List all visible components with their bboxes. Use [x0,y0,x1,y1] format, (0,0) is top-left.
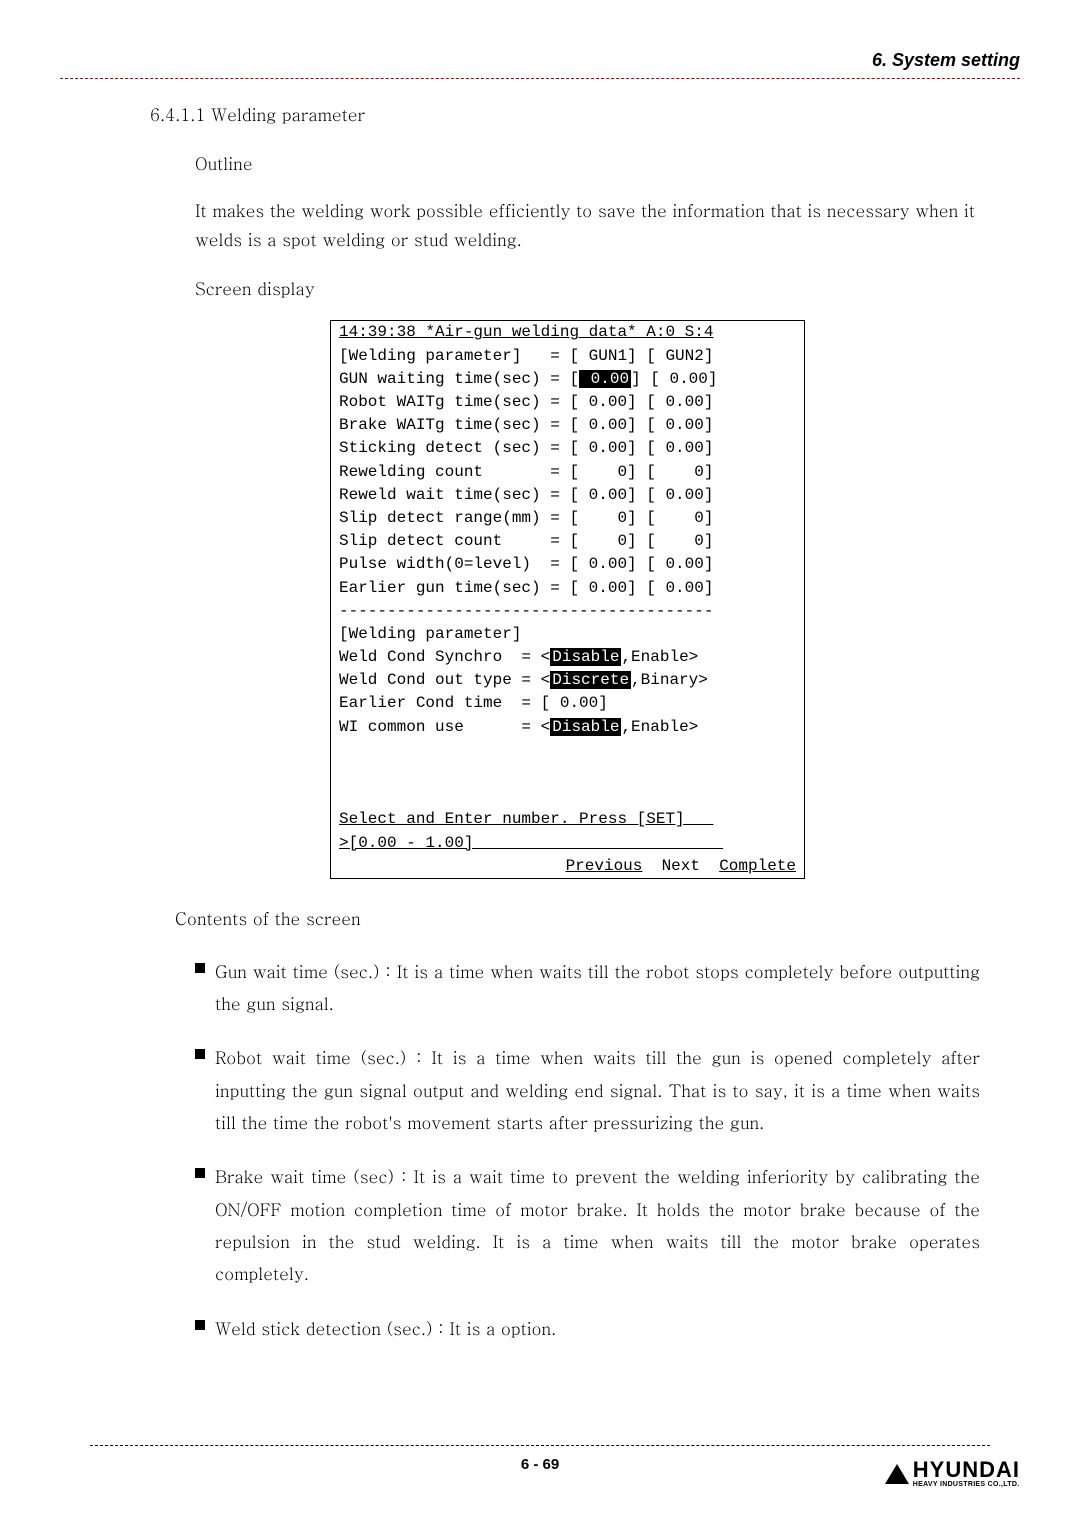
terminal-blank [331,785,804,808]
terminal-row: Earlier gun time(sec) = [ 0.00] [ 0.00] [331,577,804,600]
terminal-lower-row: Earlier Cond time = [ 0.00] [331,692,804,715]
terminal-row: Robot WAITg time(sec) = [ 0.00] [ 0.00] [331,391,804,414]
logo-sub-text: HEAVY INDUSTRIES CO.,LTD. [913,1481,1020,1488]
bullet-square-icon [195,1049,205,1059]
terminal-row: Rewelding count = [ 0] [ 0] [331,461,804,484]
terminal-lower-row: WI common use = <Disable,Enable> [331,716,804,739]
screen-display-label: Screen display [195,274,980,303]
terminal-row: Slip detect count = [ 0] [ 0] [331,530,804,553]
contents-of-screen-label: Contents of the screen [175,904,980,933]
outline-text: It makes the welding work possible effic… [195,196,980,254]
terminal-screen: 14:39:38 *Air-gun welding data* A:0 S:4 … [330,320,805,879]
hyundai-logo: HYUNDAI HEAVY INDUSTRIES CO.,LTD. [885,1459,1020,1488]
terminal-footer1: Select and Enter number. Press [SET] [331,808,804,831]
bullet-text: Robot wait time (sec.) : It is a time wh… [215,1041,980,1138]
logo-triangle-icon [885,1464,909,1484]
terminal-row: Brake WAITg time(sec) = [ 0.00] [ 0.00] [331,414,804,437]
terminal-row: Pulse width(0=level) = [ 0.00] [ 0.00] [331,553,804,576]
footer-rule [90,1445,990,1446]
terminal-lower-header: [Welding parameter] [331,623,804,646]
bullet-square-icon [195,963,205,973]
terminal-lower-row: Weld Cond Synchro = <Disable,Enable> [331,646,804,669]
terminal-row: Reweld wait time(sec) = [ 0.00] [ 0.00] [331,484,804,507]
terminal-blank [331,762,804,785]
bullet-square-icon [195,1320,205,1330]
terminal-blank [331,739,804,762]
header-rule [60,78,1020,79]
terminal-row: GUN waiting time(sec) = [ 0.00] [ 0.00] [331,368,804,391]
outline-label: Outline [195,149,980,178]
bullet-item: Weld stick detection (sec.) : It is a op… [195,1312,980,1344]
section-number: 6.4.1.1 Welding parameter [150,100,980,129]
page-content: 6.4.1.1 Welding parameter Outline It mak… [150,100,980,1366]
terminal-header: 14:39:38 *Air-gun welding data* A:0 S:4 [331,321,804,344]
bullet-square-icon [195,1168,205,1178]
bullet-text: Weld stick detection (sec.) : It is a op… [215,1312,980,1344]
terminal-divider: --------------------------------------- [331,600,804,623]
bullet-item: Gun wait time (sec.) : It is a time when… [195,955,980,1020]
terminal-lower-row: Weld Cond out type = <Discrete,Binary> [331,669,804,692]
terminal-footer2: >[0.00 - 1.00] [331,832,804,855]
terminal-bottom: Previous Next Complete [331,855,804,878]
bullet-item: Brake wait time (sec) : It is a wait tim… [195,1160,980,1289]
bullet-text: Brake wait time (sec) : It is a wait tim… [215,1160,980,1289]
terminal-row: Sticking detect (sec) = [ 0.00] [ 0.00] [331,437,804,460]
bullet-item: Robot wait time (sec.) : It is a time wh… [195,1041,980,1138]
logo-main-text: HYUNDAI [913,1459,1020,1481]
terminal-row: [Welding parameter] = [ GUN1] [ GUN2] [331,345,804,368]
page-header: 6. System setting [872,50,1020,71]
terminal-row: Slip detect range(mm) = [ 0] [ 0] [331,507,804,530]
bullet-text: Gun wait time (sec.) : It is a time when… [215,955,980,1020]
